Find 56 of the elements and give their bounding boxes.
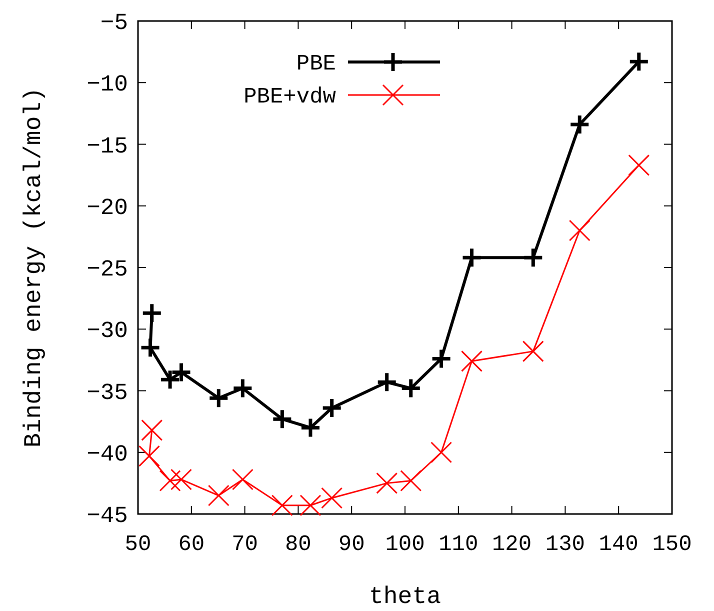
legend-label: PBE+vdw xyxy=(244,84,336,110)
point xyxy=(461,350,482,372)
x-tick-label: 100 xyxy=(385,532,425,557)
point xyxy=(300,416,322,438)
x-tick-label: 70 xyxy=(232,532,258,557)
point xyxy=(430,348,452,370)
x-axis-title: theta xyxy=(368,584,442,611)
point xyxy=(170,362,192,384)
x-tick-label: 120 xyxy=(492,532,532,557)
point xyxy=(376,472,398,494)
y-tick-label: −30 xyxy=(86,318,128,344)
x-tick-label: 140 xyxy=(598,532,638,557)
y-tick-label: −5 xyxy=(100,10,128,36)
point xyxy=(568,220,590,242)
point xyxy=(232,378,254,400)
point xyxy=(159,368,181,390)
x-tick-label: 60 xyxy=(178,532,205,557)
point xyxy=(430,442,452,464)
point xyxy=(140,336,162,358)
x-tick-label: 130 xyxy=(545,532,586,557)
point xyxy=(271,408,293,430)
point xyxy=(141,302,163,324)
point xyxy=(300,494,322,516)
y-tick-label: −45 xyxy=(86,503,128,530)
point xyxy=(400,378,422,400)
point xyxy=(400,470,422,492)
point xyxy=(232,468,254,490)
point xyxy=(271,494,293,516)
y-axis-title: Binding energy (kcal/mol) xyxy=(21,87,48,448)
point xyxy=(159,470,181,492)
point xyxy=(321,397,343,419)
point xyxy=(376,371,398,393)
point xyxy=(208,387,230,409)
point xyxy=(141,419,163,441)
point xyxy=(628,154,650,176)
point xyxy=(522,246,544,268)
x-tick-label: 110 xyxy=(438,532,478,557)
point xyxy=(138,445,160,467)
y-tick-label: −15 xyxy=(86,133,128,160)
x-tick-label: 150 xyxy=(652,532,692,557)
point xyxy=(522,340,544,362)
x-tick-label: 90 xyxy=(338,532,365,557)
legend-label: PBE xyxy=(296,52,336,77)
x-tick-label: 50 xyxy=(124,532,152,557)
y-tick-label: −25 xyxy=(86,256,128,283)
point xyxy=(628,50,650,72)
y-tick-label: −20 xyxy=(86,194,128,221)
point xyxy=(321,487,343,509)
x-tick-label: 80 xyxy=(284,532,312,557)
y-tick-label: −35 xyxy=(86,380,128,406)
point xyxy=(170,468,192,490)
point xyxy=(461,246,482,268)
point xyxy=(208,484,230,506)
y-tick-label: −40 xyxy=(86,441,128,468)
point xyxy=(568,114,590,136)
y-tick-label: −10 xyxy=(86,72,128,98)
